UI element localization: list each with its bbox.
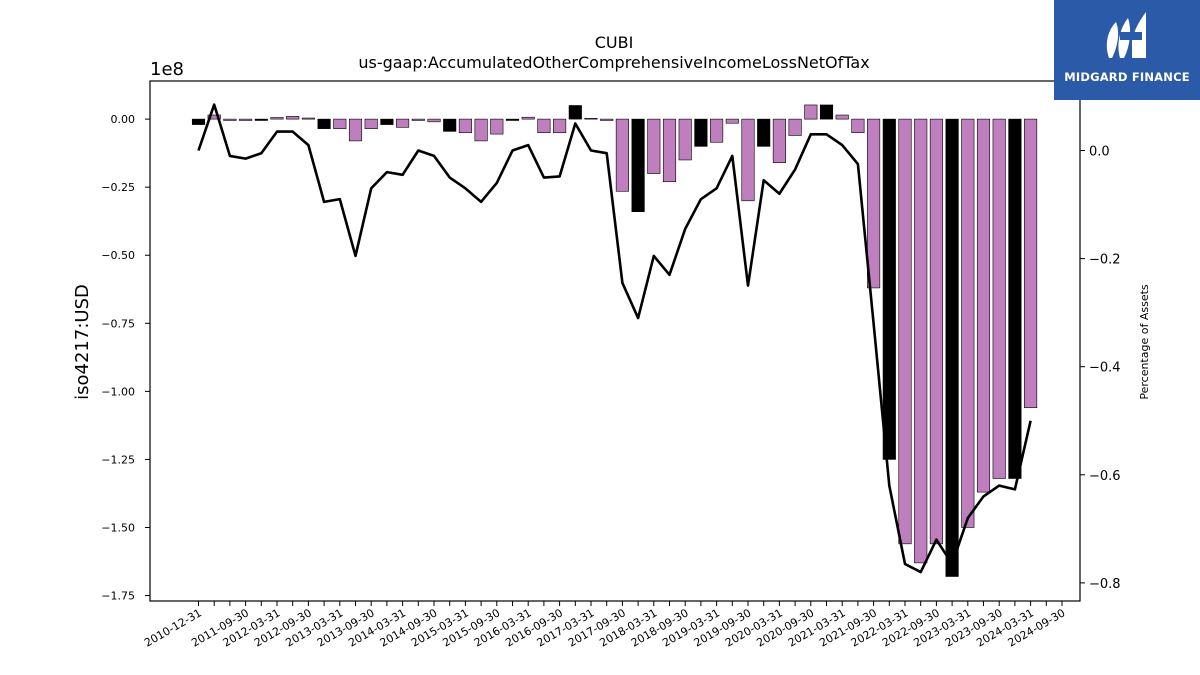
bar-2021-12-31 — [882, 118, 896, 460]
bar-2011-06-30 — [223, 118, 237, 121]
bar-2015-03-31 — [458, 118, 472, 134]
bar-2015-12-31 — [505, 118, 520, 121]
bars-group — [191, 104, 1038, 577]
brand-name: MIDGARD FINANCE — [1064, 70, 1190, 84]
bar-2019-06-30 — [725, 118, 739, 124]
bar-2010-12-31 — [191, 118, 206, 125]
bar-2019-12-31 — [757, 118, 771, 147]
bar-2012-12-31 — [317, 118, 331, 129]
y2-tick-label: 0.0 — [1089, 145, 1110, 160]
bar-2024-03-31 — [1024, 118, 1038, 409]
bar-2021-03-31 — [835, 114, 849, 120]
bar-2012-06-30 — [286, 116, 300, 120]
y2-axis-label: Percentage of Assets — [1138, 284, 1151, 400]
midgard-logo-icon — [1106, 12, 1146, 58]
x-axis-ticks: 2010-12-312011-09-302012-03-312012-09-30… — [142, 601, 1068, 650]
bar-2020-12-31 — [819, 104, 834, 120]
bar-2015-06-30 — [474, 118, 488, 142]
chart-subtitle: us-gaap:AccumulatedOtherComprehensiveInc… — [358, 53, 869, 72]
bar-2016-06-30 — [537, 118, 551, 134]
bar-2012-09-30 — [301, 117, 315, 120]
y2-tick-label: −0.2 — [1089, 253, 1121, 268]
bar-2013-06-30 — [348, 118, 363, 142]
bar-2014-09-30 — [427, 118, 441, 123]
y-tick-label: −1.50 — [101, 521, 135, 534]
y-tick-label: −1.25 — [101, 453, 135, 466]
bar-2016-12-31 — [568, 105, 582, 120]
bar-2019-09-30 — [741, 118, 755, 202]
y-tick-label: −1.00 — [101, 385, 135, 398]
bar-2023-12-31 — [1008, 118, 1022, 479]
bar-2019-03-31 — [710, 118, 724, 143]
y-axis-label: iso4217:USD — [72, 284, 93, 400]
bar-2011-03-31 — [207, 114, 221, 120]
bar-2017-06-30 — [600, 118, 614, 121]
bar-2023-06-30 — [976, 118, 991, 493]
bar-2016-03-31 — [521, 116, 535, 120]
bar-2014-03-31 — [396, 118, 410, 128]
bar-2022-12-31 — [945, 118, 959, 577]
y-tick-label: −1.75 — [101, 590, 135, 603]
bar-2017-09-30 — [615, 118, 629, 192]
bar-2013-12-31 — [380, 118, 394, 125]
line-group — [197, 103, 1032, 574]
bar-2017-03-31 — [584, 118, 598, 120]
y-axis-ticks: 0.00 −0.25 −0.50 −0.75 −1.00 −1.25 −1.50 −1.75 — [101, 113, 150, 603]
bar-2023-03-31 — [961, 118, 975, 528]
y-tick-label: 0.00 — [111, 113, 136, 126]
y2-tick-label: −0.4 — [1089, 361, 1121, 376]
y-tick-label: −0.50 — [101, 249, 135, 262]
bar-2016-09-30 — [553, 118, 567, 134]
y-tick-label: −0.75 — [101, 317, 135, 330]
y2-tick-label: −0.8 — [1089, 577, 1121, 592]
bar-2018-09-30 — [678, 118, 692, 161]
bar-2013-09-30 — [364, 118, 378, 129]
series-line-0 — [197, 103, 1032, 574]
bar-2020-03-31 — [772, 118, 786, 163]
bar-2021-09-30 — [867, 118, 881, 289]
y-axis-offset-label: 1e8 — [150, 59, 184, 80]
chart-title: CUBI — [595, 33, 634, 52]
bar-2018-12-31 — [694, 118, 708, 147]
bar-2015-09-30 — [490, 118, 504, 135]
bar-2013-03-31 — [333, 118, 347, 129]
bar-2023-09-30 — [992, 118, 1006, 479]
bar-2014-12-31 — [443, 118, 457, 132]
bar-2011-12-31 — [254, 118, 268, 121]
y2-axis-ticks: 0.0 −0.2 −0.4 −0.6 −0.8 — [1080, 145, 1121, 592]
bar-2021-06-30 — [851, 118, 865, 134]
bar-2020-06-30 — [788, 118, 802, 136]
y-tick-label: −0.25 — [101, 181, 135, 194]
bar-2018-06-30 — [662, 118, 677, 183]
brand-logo: MIDGARD FINANCE — [1054, 0, 1200, 100]
bar-2018-03-31 — [647, 118, 661, 174]
bar-2022-03-31 — [898, 118, 912, 545]
bar-2022-09-30 — [929, 118, 943, 545]
bar-2011-09-30 — [239, 118, 253, 121]
plot-frame — [149, 80, 1081, 602]
bar-2012-03-31 — [270, 117, 284, 120]
y2-tick-label: −0.6 — [1089, 469, 1121, 484]
bar-2022-06-30 — [914, 118, 928, 564]
bar-2017-12-31 — [631, 118, 645, 212]
bar-2014-06-30 — [411, 118, 425, 121]
bar-2020-09-30 — [804, 104, 818, 120]
